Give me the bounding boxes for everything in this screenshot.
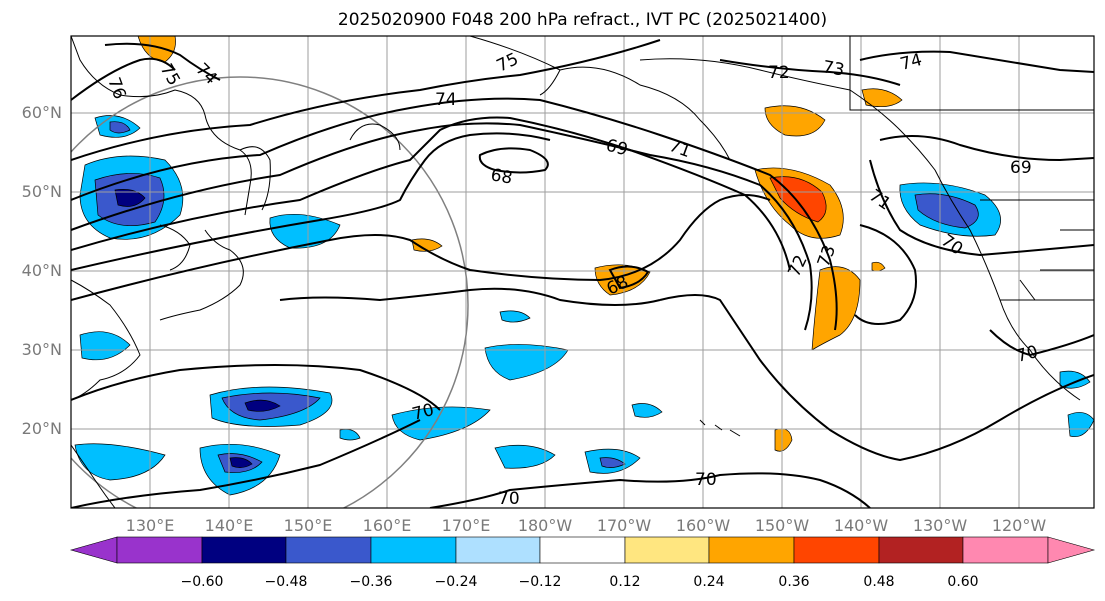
map-title: 2025020900 F048 200 hPa refract., IVT PC… xyxy=(337,10,828,30)
contour-label: 68 xyxy=(489,165,514,188)
contour-label: 72 xyxy=(768,63,790,83)
lon-label: 140°W xyxy=(833,516,889,535)
lon-label: 120°W xyxy=(991,516,1047,535)
colorbar-tick-label: 0.48 xyxy=(863,574,895,590)
colorbar-tick-label: −0.12 xyxy=(518,574,562,590)
refractivity-contours xyxy=(71,39,1094,508)
lat-label: 40°N xyxy=(21,261,62,280)
contour-label: 74 xyxy=(435,90,457,110)
lon-label: 150°W xyxy=(754,516,810,535)
lat-label: 50°N xyxy=(21,182,62,201)
colorbar-tick-label: −0.48 xyxy=(264,574,308,590)
lon-label: 150°E xyxy=(283,516,333,535)
contour-label: 74 xyxy=(191,59,220,88)
contour-label: 74 xyxy=(898,50,924,75)
lon-label: 130°W xyxy=(912,516,968,535)
contour-label: 69 xyxy=(604,136,630,161)
contour-label: 73 xyxy=(821,57,846,80)
lon-label: 170°W xyxy=(596,516,652,535)
lon-label: 140°E xyxy=(204,516,254,535)
contour-label: 73 xyxy=(814,243,840,270)
colorbar-extend-left xyxy=(69,536,118,564)
contour-label: 70 xyxy=(1014,342,1040,367)
map-frame xyxy=(70,35,1095,509)
contour-label: 70 xyxy=(695,470,717,490)
colorbar xyxy=(69,536,1096,564)
colorbar-tick-label: −0.24 xyxy=(434,574,478,590)
lon-label: 160°E xyxy=(362,516,412,535)
graticule xyxy=(71,36,1094,508)
lon-label: 130°E xyxy=(125,516,175,535)
lat-label: 30°N xyxy=(21,340,62,359)
lon-label: 180°W xyxy=(517,516,573,535)
contour-label: 76 xyxy=(103,75,129,102)
contour-label: 70 xyxy=(498,489,520,509)
region-circle xyxy=(71,76,469,508)
contour-label: 75 xyxy=(494,49,522,76)
lon-label: 170°E xyxy=(441,516,491,535)
lon-label: 160°W xyxy=(675,516,731,535)
coastlines xyxy=(71,36,1094,508)
colorbar-tick-label: 0.24 xyxy=(693,574,725,590)
colorbar-tick-label: 0.12 xyxy=(609,574,641,590)
colorbar-tick-label: −0.36 xyxy=(349,574,393,590)
colorbar-tick-label: 0.60 xyxy=(947,574,979,590)
contour-label: 71 xyxy=(865,186,894,215)
contour-label: 69 xyxy=(1010,158,1032,178)
lat-label: 60°N xyxy=(21,103,62,122)
shaded-anomaly-areas xyxy=(74,36,1094,496)
lat-label: 20°N xyxy=(21,419,62,438)
colorbar-extend-right xyxy=(1047,536,1096,564)
colorbar-tick-label: −0.60 xyxy=(180,574,224,590)
colorbar-tick-label: 0.36 xyxy=(778,574,810,590)
